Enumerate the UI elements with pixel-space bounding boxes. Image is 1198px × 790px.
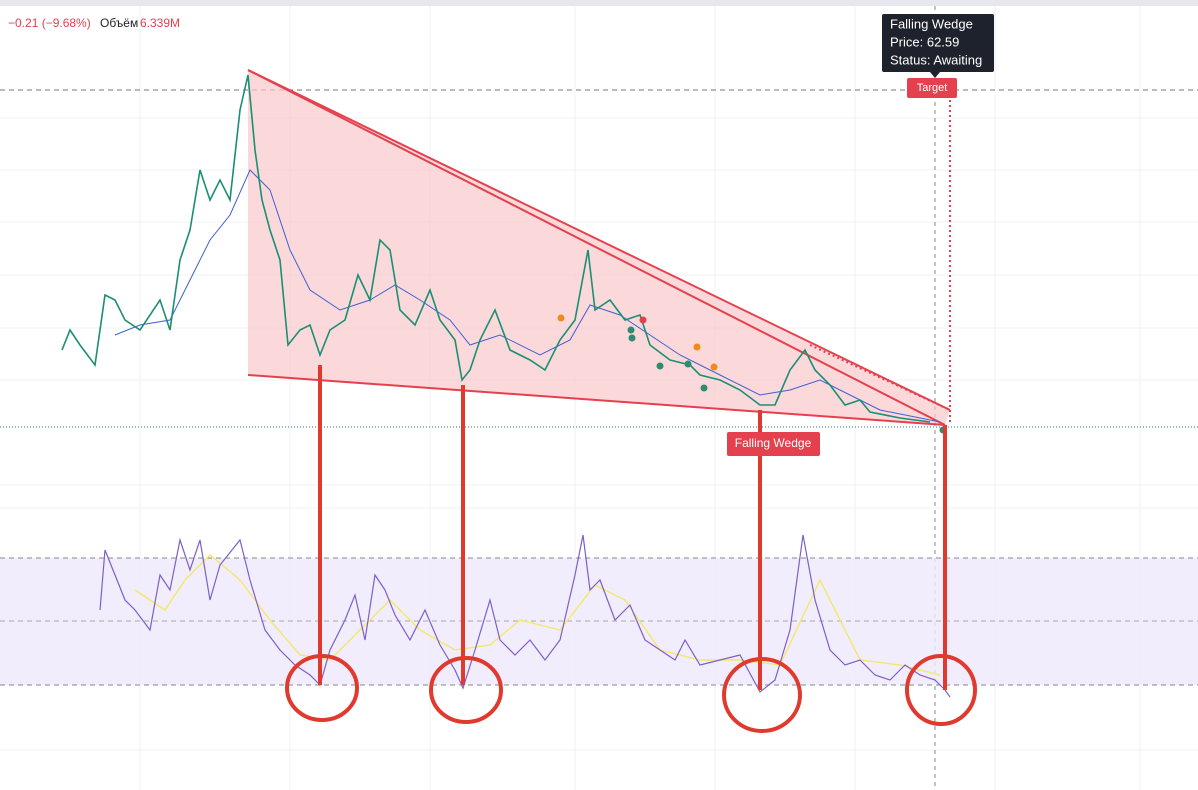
volume-value: 6.339M xyxy=(140,16,180,30)
price-series xyxy=(61,74,931,423)
rsi-line xyxy=(99,534,951,698)
tooltip-price: Price: 62.59 xyxy=(890,34,959,49)
annotations xyxy=(285,365,977,733)
tooltip-status: Status: Awaiting xyxy=(890,52,982,67)
tooltip-arrow xyxy=(930,72,940,78)
wedge-lines xyxy=(247,69,951,426)
pattern-label-box xyxy=(727,432,820,456)
pattern-label: Falling Wedge xyxy=(735,436,812,450)
price-change: −0.21 (−9.68%) xyxy=(8,16,91,30)
volume-label: Объём xyxy=(100,16,138,30)
tooltip-title: Falling Wedge xyxy=(890,16,973,31)
price-ma xyxy=(114,169,941,423)
tooltip xyxy=(882,14,994,72)
target-label: Target xyxy=(917,82,948,94)
top-border xyxy=(0,0,1198,6)
target-label-box xyxy=(907,78,957,98)
